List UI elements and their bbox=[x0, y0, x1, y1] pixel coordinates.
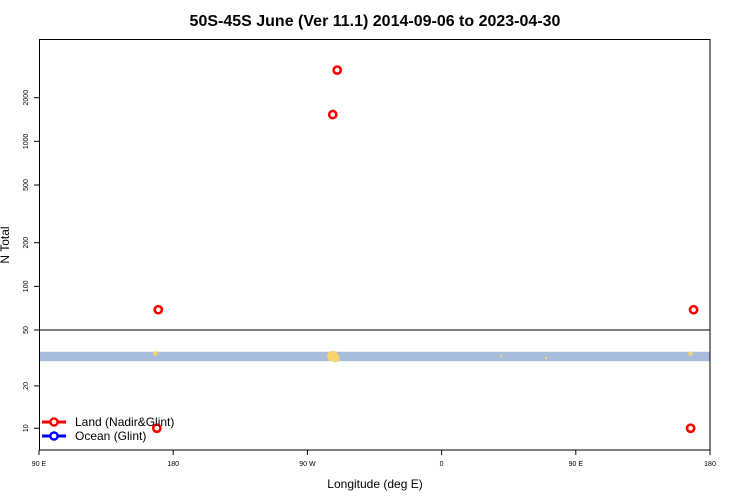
x-tick-label: 180 bbox=[167, 461, 179, 468]
x-tick-label: 90 W bbox=[299, 461, 316, 468]
y-tick-label: 2000 bbox=[23, 90, 30, 106]
density-band bbox=[39, 351, 710, 362]
band-marker bbox=[331, 354, 340, 363]
band-marker bbox=[500, 355, 503, 358]
data-points bbox=[151, 65, 699, 434]
data-point bbox=[151, 423, 162, 434]
y-tick-label: 100 bbox=[23, 280, 30, 292]
y-tick-label: 20 bbox=[23, 382, 30, 390]
x-tick-label: 90 E bbox=[569, 461, 584, 468]
y-axis: 100 200 500 1000 2000 10 20 50 bbox=[23, 90, 39, 432]
data-point bbox=[153, 304, 164, 315]
chart-title: 50S-45S June (Ver 11.1) 2014-09-06 to 20… bbox=[190, 13, 561, 30]
plot-frame bbox=[39, 39, 711, 451]
legend-marker bbox=[49, 431, 59, 441]
band-marker bbox=[544, 356, 548, 360]
band-marker bbox=[152, 351, 158, 356]
data-point bbox=[688, 304, 699, 315]
x-tick-label: 180 bbox=[704, 461, 716, 468]
y-tick-label: 200 bbox=[23, 237, 30, 249]
data-point bbox=[332, 65, 343, 76]
x-tick-label: 0 bbox=[440, 461, 444, 468]
y-tick-label: 50 bbox=[23, 326, 30, 334]
band-markers bbox=[152, 350, 693, 363]
band-rect bbox=[39, 351, 710, 362]
data-point bbox=[685, 423, 696, 434]
x-tick-label: 90 E bbox=[32, 461, 47, 468]
y-tick-label: 1000 bbox=[23, 133, 30, 149]
legend-marker bbox=[49, 417, 59, 427]
legend-label: Land (Nadir&Glint) bbox=[75, 415, 174, 429]
x-axis-label: Longitude (deg E) bbox=[327, 477, 422, 491]
x-axis: 90 E 180 90 W 0 90 E 180 bbox=[32, 450, 716, 468]
y-tick-label: 500 bbox=[23, 179, 30, 191]
data-point bbox=[327, 109, 338, 120]
legend: Land (Nadir&Glint)Ocean (Glint) bbox=[42, 415, 174, 443]
y-axis-label: N Total bbox=[0, 226, 12, 263]
y-tick-label: 10 bbox=[23, 424, 30, 432]
band-marker bbox=[688, 351, 693, 356]
legend-label: Ocean (Glint) bbox=[75, 429, 146, 443]
